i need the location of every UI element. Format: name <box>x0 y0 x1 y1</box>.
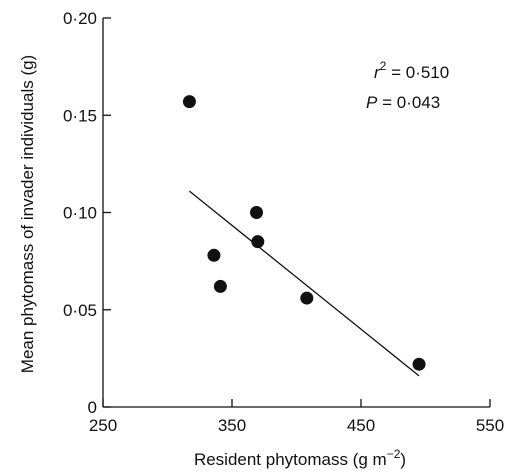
x-tick-label: 450 <box>347 416 375 435</box>
data-points <box>182 95 426 371</box>
data-point <box>251 235 265 249</box>
regression-line <box>189 190 420 377</box>
y-ticks: 0 0·05 0·10 0·15 0·20 <box>63 9 111 417</box>
y-tick-label: 0·20 <box>63 9 97 28</box>
y-tick-label: 0·10 <box>63 204 97 223</box>
x-axis-label: Resident phytomass (g m−2) <box>194 447 406 469</box>
data-point <box>300 291 314 305</box>
r-squared-annotation: r2 = 0·510 <box>374 59 449 82</box>
x-tick-label: 350 <box>218 416 246 435</box>
data-point <box>207 248 221 262</box>
x-tick-label: 250 <box>89 416 117 435</box>
y-tick-label: 0·05 <box>63 301 97 320</box>
data-point <box>250 206 264 219</box>
data-point <box>182 95 196 109</box>
y-tick-label: 0 <box>88 398 97 417</box>
x-ticks: 250 350 450 550 <box>89 399 504 435</box>
p-value-annotation: P = 0·043 <box>366 93 440 112</box>
data-point <box>412 357 426 371</box>
y-tick-label: 0·15 <box>63 106 97 125</box>
x-tick-label: 550 <box>476 416 504 435</box>
y-axis-label: Mean phytomass of invader individuals (g… <box>18 55 37 373</box>
data-point <box>213 279 227 293</box>
